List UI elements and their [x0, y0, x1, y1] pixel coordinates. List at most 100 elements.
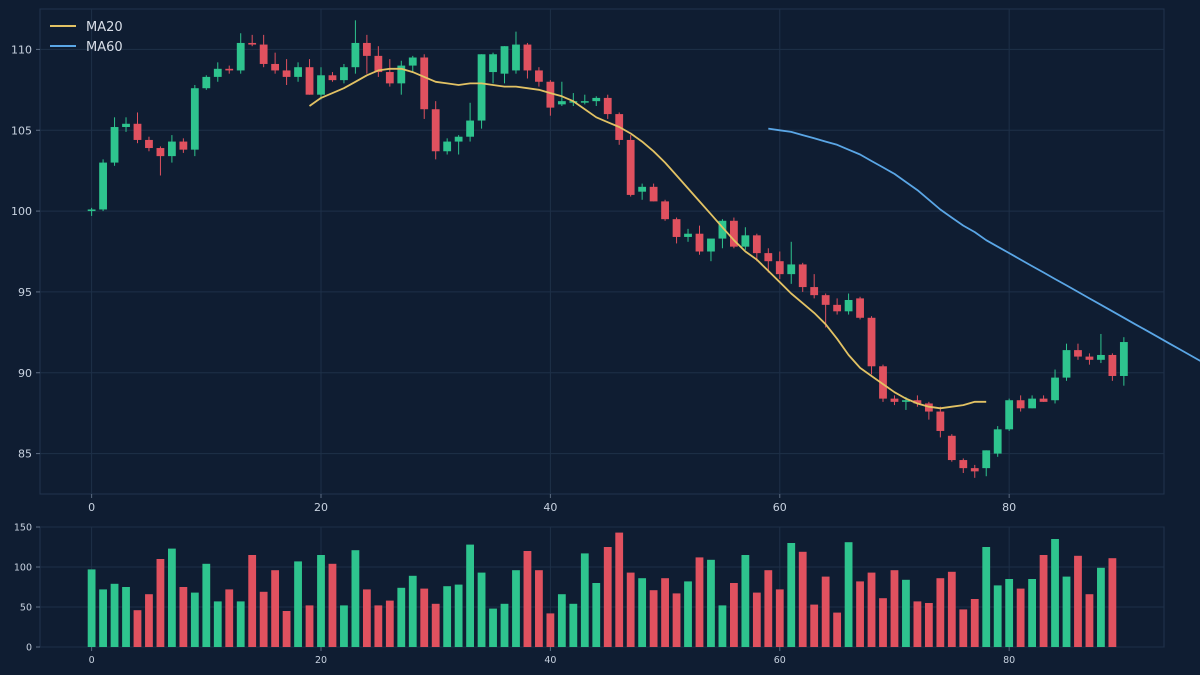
candle [936, 406, 945, 438]
candle [454, 135, 463, 155]
volume-bar [638, 578, 647, 647]
volume-bar [672, 593, 681, 647]
candle [947, 434, 956, 462]
candle-body [397, 65, 406, 84]
candle [259, 34, 268, 68]
candle-body [248, 42, 257, 45]
volume-bar [1039, 555, 1048, 647]
candle-body [271, 63, 280, 71]
candle-body [282, 70, 291, 77]
candle-body [385, 72, 394, 84]
candle [798, 262, 807, 292]
candle-body [833, 304, 842, 312]
volume-bar [271, 570, 280, 647]
volume-bar [661, 578, 669, 647]
volume-bar [798, 551, 807, 647]
volume-bar [844, 542, 853, 647]
candle-body [87, 209, 96, 212]
volume-bar [1051, 539, 1059, 647]
candle [305, 59, 314, 95]
candle [190, 84, 199, 157]
candle-body [202, 76, 211, 89]
volume-bar [936, 578, 945, 647]
candle [523, 42, 532, 79]
volume-bar [557, 594, 566, 647]
candle [317, 67, 325, 100]
candle-body [328, 75, 337, 81]
ma60-line [768, 127, 1200, 362]
price-panel-frame [39, 8, 1165, 495]
candle [764, 248, 773, 273]
candle [385, 59, 394, 87]
candle-body [936, 411, 945, 431]
candle [638, 183, 647, 200]
candle-body [156, 148, 165, 157]
candle [707, 238, 715, 262]
candle-body [351, 42, 360, 68]
candle-body [1028, 398, 1037, 409]
x-tick-label: 20 [314, 501, 328, 514]
volume-bar [913, 601, 922, 647]
candle [844, 293, 853, 315]
volume-bar [970, 599, 979, 647]
volume-bar [259, 591, 268, 647]
volume-bar [489, 608, 497, 647]
volume-bar [626, 572, 635, 647]
candle-body [821, 295, 830, 305]
volume-bar [879, 598, 887, 647]
volume-bar [179, 587, 188, 647]
candle [580, 94, 589, 105]
candle-body [913, 400, 922, 404]
candle [1051, 369, 1059, 404]
volume-bar [466, 544, 475, 647]
volume-bar [408, 575, 417, 647]
volume-bar [569, 603, 578, 647]
candle [913, 395, 922, 407]
volume-bar [603, 547, 612, 647]
volume-bar [856, 581, 864, 647]
candle [672, 217, 681, 244]
volume-bar [867, 572, 876, 647]
volume-bar [431, 603, 440, 647]
candle [535, 67, 543, 87]
candle-body [592, 97, 601, 102]
volume-bar [752, 592, 761, 647]
volume-bar [443, 586, 452, 647]
volume-tick-label: 0 [26, 643, 32, 654]
candle-body [294, 67, 302, 77]
volume-bar [649, 590, 658, 647]
volume-bar [546, 613, 555, 647]
candle-body [420, 57, 429, 110]
candle-body [695, 233, 704, 252]
candle-body [810, 287, 819, 296]
volume-bar [122, 587, 130, 647]
volume-bar [374, 605, 383, 647]
candle-body [523, 44, 532, 71]
candle-body [167, 141, 176, 157]
candle-body [477, 54, 486, 121]
candle [1097, 333, 1105, 364]
volume-bar [500, 603, 509, 647]
candle [856, 296, 864, 320]
candle-body [603, 97, 612, 115]
candle [133, 112, 142, 144]
candle-body [305, 67, 314, 95]
candle [443, 138, 452, 155]
volume-bar [1108, 558, 1117, 647]
volume-bar [924, 603, 933, 647]
candle [775, 251, 784, 279]
candle [340, 63, 348, 84]
price-panel: 85 90 95 100 105 110 0 20 40 60 80 [11, 8, 1200, 514]
candle [110, 117, 119, 166]
candle-body [546, 81, 555, 108]
candle-body [535, 70, 543, 82]
candle-body [729, 220, 738, 247]
volume-bar [167, 548, 176, 647]
volume-bar [1097, 567, 1105, 647]
volume-tick-label: 50 [20, 603, 32, 614]
volume-bar [959, 609, 968, 647]
candle-body [1039, 398, 1048, 402]
volume-bar [87, 569, 96, 647]
candle-body [190, 88, 199, 150]
candle-body [638, 186, 647, 192]
